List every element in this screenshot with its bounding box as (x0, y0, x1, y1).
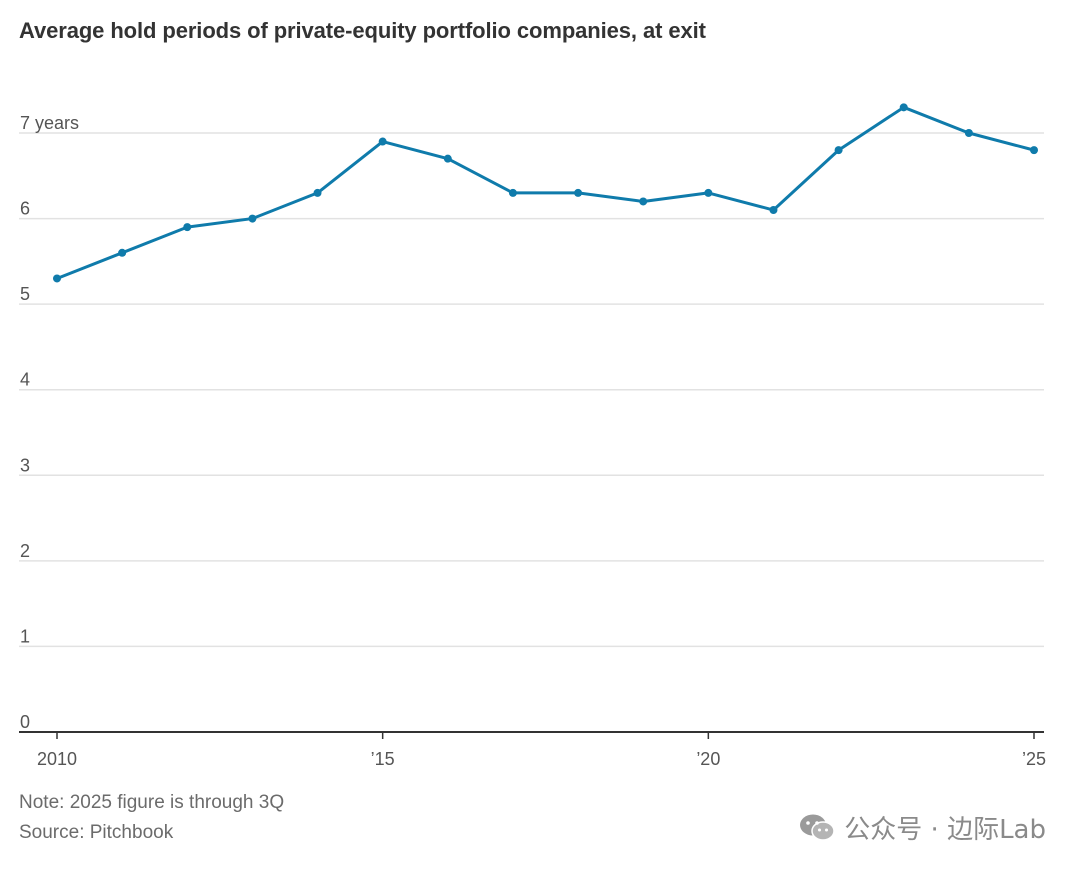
chart-title: Average hold periods of private-equity p… (19, 18, 706, 43)
chart-note: Note: 2025 figure is through 3Q (19, 792, 285, 813)
wechat-icon (800, 814, 836, 841)
data-point (639, 197, 648, 206)
watermark: 公众号 · 边际Lab (798, 809, 1046, 846)
data-point (574, 188, 583, 197)
series-group (53, 103, 1038, 283)
y-tick-label: 0 (20, 712, 30, 732)
series-line (55, 105, 1036, 280)
data-point (769, 206, 778, 215)
data-point (313, 188, 322, 197)
data-point (834, 146, 843, 155)
y-tick-label: 7 years (20, 113, 79, 133)
data-point (899, 103, 908, 112)
data-point (964, 129, 973, 137)
data-point (118, 248, 127, 257)
data-point (183, 223, 192, 232)
watermark-text: 公众号 · 边际Lab (844, 815, 1046, 845)
grid-lines (19, 132, 1044, 648)
x-tick-label: ’20 (696, 749, 720, 769)
chart-source: Source: Pitchbook (19, 822, 174, 843)
data-point (378, 137, 387, 146)
y-tick-label: 6 (20, 199, 30, 219)
data-point (443, 154, 452, 163)
x-tick-label: ’15 (371, 749, 395, 769)
y-tick-label: 1 (20, 626, 30, 646)
y-tick-label: 2 (20, 541, 30, 561)
data-point (53, 274, 61, 283)
line-chart: 0 1 2 3 4 5 6 7 years 2010 ’15 ’20 ’25 (19, 103, 1046, 769)
data-point (248, 214, 257, 223)
x-tick-label: 2010 (37, 749, 77, 769)
y-tick-label: 5 (20, 284, 30, 304)
y-tick-labels: 0 1 2 3 4 5 6 7 years (20, 113, 79, 732)
x-axis: 2010 ’15 ’20 ’25 (19, 731, 1046, 769)
data-point (704, 188, 713, 197)
y-tick-label: 4 (20, 370, 30, 390)
y-tick-label: 3 (20, 455, 30, 475)
data-point (508, 188, 517, 197)
x-tick-label: ’25 (1022, 749, 1046, 769)
data-point (1030, 146, 1038, 155)
